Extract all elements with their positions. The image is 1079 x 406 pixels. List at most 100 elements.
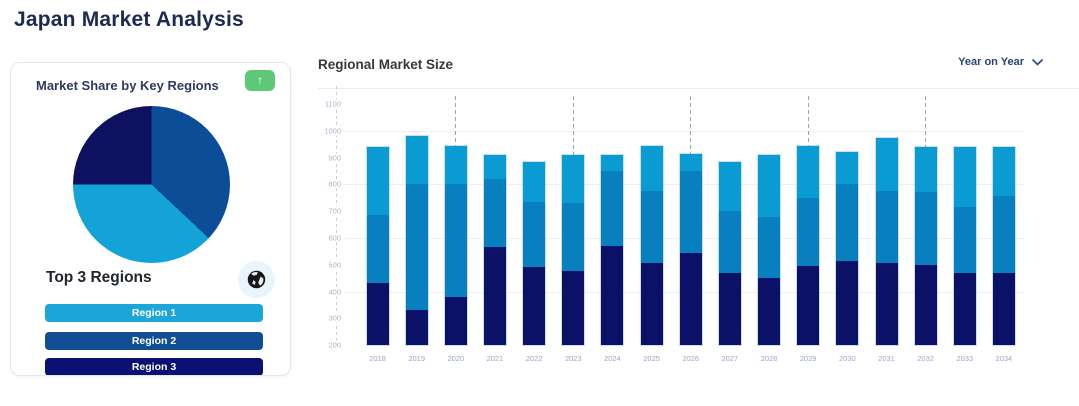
bar-segment-region-1 [836, 152, 859, 185]
bar-2031[interactable] [875, 137, 898, 345]
x-axis-label: 2019 [408, 354, 426, 363]
bar-segment-region-1 [797, 145, 820, 198]
bar-segment-region-1 [679, 153, 702, 171]
bar-2028[interactable] [758, 154, 780, 345]
y-axis-label: 1100 [295, 99, 341, 109]
bar-segment-region-2 [640, 191, 663, 264]
y-axis-label: 900 [295, 153, 341, 163]
dashed-guide-line-2023 [572, 96, 574, 155]
x-axis-label: 2020 [447, 354, 465, 363]
bar-segment-region-3 [483, 247, 506, 345]
chevron-down-icon [1032, 58, 1043, 66]
bar-2026[interactable] [679, 153, 702, 345]
y-axis-label: 400 [295, 287, 341, 296]
bar-segment-region-2 [523, 201, 546, 268]
market-share-card: Market Share by Key Regions ↑ Top 3 Regi… [10, 62, 291, 376]
arrow-up-icon: ↑ [257, 73, 263, 87]
bar-segment-region-3 [797, 266, 820, 345]
bar-2025[interactable] [640, 145, 663, 345]
bar-segment-region-1 [444, 145, 467, 185]
bar-segment-region-2 [718, 211, 741, 273]
header-divider [318, 88, 1079, 89]
x-axis-label: 2033 [956, 354, 974, 363]
bar-segment-region-3 [914, 264, 937, 345]
bar-2029[interactable] [797, 145, 820, 345]
bar-segment-region-1 [523, 161, 546, 202]
bar-segment-region-1 [914, 146, 937, 193]
x-axis-label: 2032 [917, 354, 934, 363]
bar-2033[interactable] [953, 146, 976, 345]
y-axis-label: 800 [295, 179, 341, 189]
top-regions-title: Top 3 Regions [46, 269, 152, 286]
bar-2019[interactable] [405, 136, 428, 345]
y-axis-label: 1000 [295, 126, 341, 136]
gridline [345, 130, 1025, 132]
bar-2030[interactable] [836, 152, 859, 345]
x-axis-label: 2024 [604, 354, 621, 363]
region-button-3[interactable]: Region 3 [45, 358, 263, 375]
globe-icon-badge [238, 261, 275, 298]
bar-2027[interactable] [718, 161, 741, 345]
bar-segment-region-3 [718, 272, 741, 345]
bar-2020[interactable] [444, 145, 467, 345]
y-axis-label: 600 [295, 233, 341, 243]
x-axis-label: 2026 [682, 354, 700, 363]
x-axis-label: 2028 [760, 354, 778, 363]
bar-segment-region-1 [758, 154, 780, 217]
y-axis-label: 200 [295, 340, 341, 350]
x-axis-label: 2030 [838, 354, 856, 363]
bar-segment-region-3 [562, 271, 585, 345]
x-axis-label: 2027 [721, 354, 739, 363]
bar-segment-region-3 [679, 252, 702, 345]
dashed-guide-line-2020 [455, 96, 457, 146]
region-button-2[interactable]: Region 2 [45, 332, 263, 350]
x-axis-label: 2021 [486, 354, 504, 363]
bar-segment-region-3 [444, 296, 467, 345]
bar-2018[interactable] [366, 146, 389, 345]
bar-chart-plot: 200 300 400 500 600 700 800 900 1000 1100 2018 2019… [295, 86, 1025, 363]
chart-title: Regional Market Size [318, 57, 454, 72]
bar-segment-region-2 [914, 192, 937, 265]
region-button-1[interactable]: Region 1 [45, 304, 263, 322]
bar-segment-region-2 [405, 184, 428, 311]
period-selector[interactable]: Year on Year [958, 56, 1043, 68]
bar-2023[interactable] [562, 154, 585, 345]
bar-segment-region-3 [953, 272, 976, 345]
bar-segment-region-3 [992, 272, 1015, 345]
bar-segment-region-2 [875, 191, 898, 264]
x-axis-label: 2023 [564, 354, 582, 363]
bar-2021[interactable] [483, 154, 506, 345]
bar-segment-region-2 [992, 196, 1015, 273]
bar-2032[interactable] [914, 146, 937, 345]
bar-segment-region-3 [601, 245, 624, 345]
bar-segment-region-3 [523, 267, 546, 345]
bar-segment-region-2 [797, 197, 820, 266]
dashed-guide-line-2029 [807, 96, 809, 146]
bar-segment-region-2 [483, 179, 506, 248]
bar-segment-region-3 [405, 310, 428, 345]
bar-segment-region-3 [640, 263, 663, 345]
x-axis-label: 2018 [369, 354, 386, 363]
trend-up-button[interactable]: ↑ [245, 70, 275, 91]
dashed-guide-line-2032 [925, 96, 927, 147]
bar-segment-region-1 [992, 146, 1015, 197]
market-share-pie-chart[interactable] [73, 106, 230, 263]
bar-segment-region-1 [562, 154, 585, 204]
bar-segment-region-3 [836, 260, 859, 345]
bar-segment-region-2 [953, 207, 976, 273]
dashed-guide-line-2026 [690, 96, 692, 154]
y-axis-label: 700 [295, 206, 341, 216]
period-selector-value: Year on Year [958, 56, 1024, 68]
bar-segment-region-2 [366, 215, 389, 284]
bar-segment-region-2 [758, 216, 780, 279]
bar-segment-region-1 [601, 154, 624, 171]
bar-segment-region-2 [562, 203, 585, 272]
bar-2022[interactable] [523, 161, 546, 345]
x-axis-label: 2022 [525, 354, 543, 363]
bar-segment-region-1 [640, 145, 663, 192]
x-axis-label: 2034 [995, 354, 1013, 363]
bar-2034[interactable] [992, 146, 1015, 345]
bar-segment-region-1 [718, 161, 741, 212]
bar-2024[interactable] [601, 154, 624, 345]
